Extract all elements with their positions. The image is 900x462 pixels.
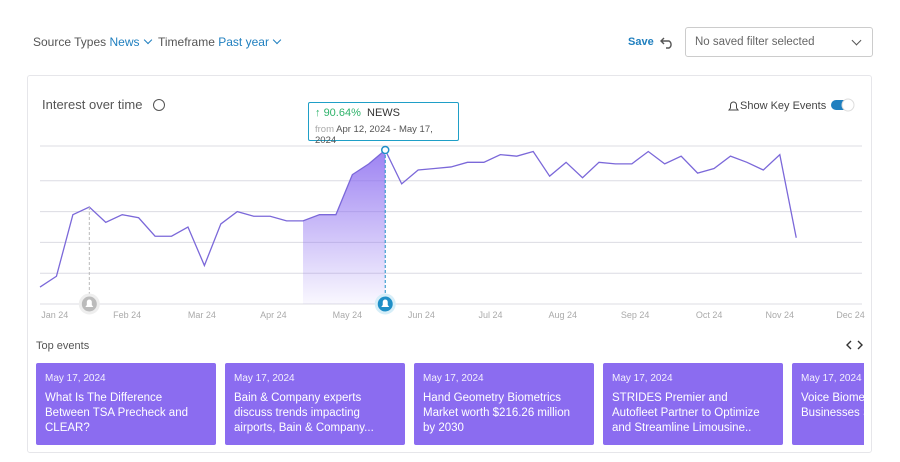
highlight-area <box>303 150 386 304</box>
from-label: from <box>315 124 334 135</box>
event-card[interactable]: May 17, 2024 Voice Biometrics Thrives as … <box>792 363 864 445</box>
x-tick-label: Aug 24 <box>549 310 578 320</box>
date-range: Apr 12, 2024 - May 17, 2024 <box>315 124 433 146</box>
value: Past year <box>218 35 269 49</box>
x-tick-label: Dec 24 <box>836 310 865 320</box>
event-text: Bain & Company experts discuss trends im… <box>234 392 374 434</box>
panel-title: Interest over time <box>42 97 142 112</box>
event-date: May 17, 2024 <box>423 373 484 384</box>
timeframe-filter[interactable]: Timeframe Past year <box>158 35 282 49</box>
label: Source Types <box>33 35 107 49</box>
toggle-knob <box>841 98 855 112</box>
x-tick-label: Nov 24 <box>766 310 795 320</box>
events-title: Top events <box>36 340 90 352</box>
bell-icon <box>728 101 739 111</box>
event-date: May 17, 2024 <box>45 373 106 384</box>
x-tick-label: Jul 24 <box>478 310 502 320</box>
tooltip: ↑ 90.64% NEWS from Apr 12, 2024 - May 17… <box>308 102 459 146</box>
key-event-bell <box>85 299 94 307</box>
event-card[interactable]: May 17, 2024 STRIDES Premier and Autoflee… <box>603 363 783 445</box>
change-value: 90.64% <box>323 107 361 119</box>
x-tick-label: Jun 24 <box>408 310 435 320</box>
event-text: Hand Geometry Biometrics Market worth $2… <box>423 392 571 434</box>
save-button[interactable]: Save <box>628 36 654 48</box>
tooltip-change: ↑ 90.64% <box>315 107 361 119</box>
undo-icon[interactable] <box>660 35 676 49</box>
select-text: No saved filter selected <box>695 36 815 48</box>
event-card[interactable]: May 17, 2024 What Is The Difference Betwe… <box>36 363 216 445</box>
event-card[interactable]: May 17, 2024 Bain & Company experts discu… <box>225 363 405 445</box>
event-date: May 17, 2024 <box>801 373 862 384</box>
event-date: May 17, 2024 <box>234 373 295 384</box>
info-icon[interactable] <box>153 99 165 111</box>
event-date: May 17, 2024 <box>612 373 673 384</box>
event-card[interactable]: May 17, 2024 Hand Geometry Biometrics Mar… <box>414 363 594 445</box>
selected-point <box>380 145 390 155</box>
x-tick-label: Mar 24 <box>188 310 216 320</box>
event-text: STRIDES Premier and Autofleet Partner to… <box>612 392 760 434</box>
x-tick-label: Apr 24 <box>260 310 287 320</box>
x-tick-label: Sep 24 <box>621 310 650 320</box>
x-tick-label: May 24 <box>333 310 363 320</box>
label: Timeframe <box>158 35 215 49</box>
x-tick-label: Jan 24 <box>41 310 68 320</box>
value: News <box>109 35 140 49</box>
events-carousel: May 17, 2024 What Is The Difference Betwe… <box>36 363 864 445</box>
carousel-arrows[interactable] <box>846 340 863 350</box>
tooltip-source: NEWS <box>367 107 400 119</box>
event-text: What Is The Difference Between TSA Prech… <box>45 392 188 434</box>
source-filter[interactable]: Source Types News <box>33 35 152 49</box>
line <box>39 148 797 288</box>
panel <box>27 75 872 453</box>
x-tick-label: Feb 24 <box>113 310 141 320</box>
toggle-label: Show Key Events <box>740 100 827 112</box>
key-event-bell <box>381 299 390 307</box>
event-text: Voice Biometrics Thrives as Businesses S… <box>801 392 864 419</box>
x-tick-label: Oct 24 <box>696 310 723 320</box>
saved-filter-select[interactable]: No saved filter selected <box>685 27 873 57</box>
